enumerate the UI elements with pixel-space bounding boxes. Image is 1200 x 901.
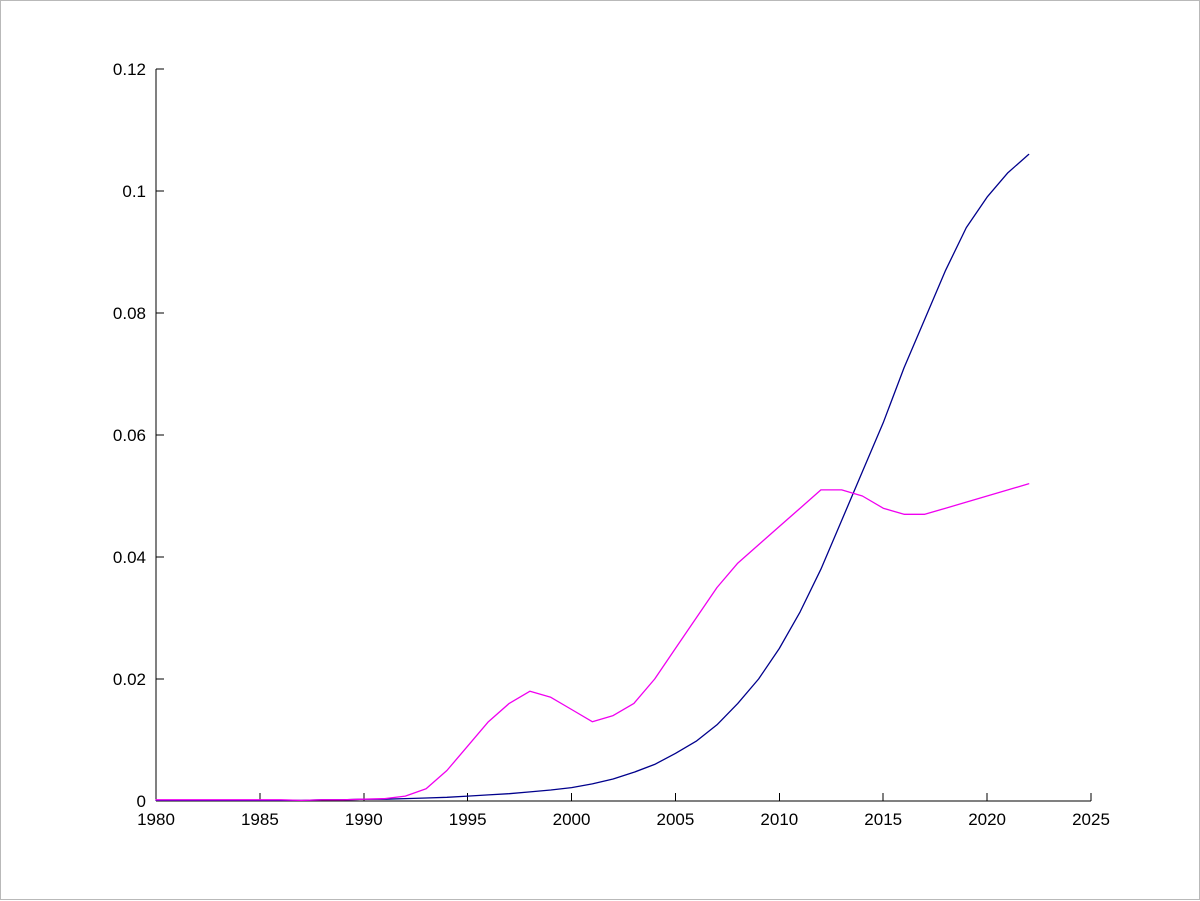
x-tick-label: 1980 xyxy=(137,810,175,829)
x-tick-label: 2010 xyxy=(760,810,798,829)
x-tick-label: 2025 xyxy=(1072,810,1110,829)
x-tick-label: 1990 xyxy=(345,810,383,829)
y-tick-label: 0 xyxy=(137,792,146,811)
x-tick-label: 2005 xyxy=(657,810,695,829)
y-tick-label: 0.02 xyxy=(113,670,146,689)
x-tick-label: 1995 xyxy=(449,810,487,829)
blue-series-line xyxy=(155,153,1030,802)
y-tick-label: 0.08 xyxy=(113,304,146,323)
x-tick-label: 2015 xyxy=(864,810,902,829)
y-tick-label: 0.12 xyxy=(113,60,146,79)
magenta-series-line xyxy=(155,483,1030,802)
x-tick-label: 2020 xyxy=(968,810,1006,829)
y-tick-label: 0.04 xyxy=(113,548,146,567)
x-tick-label: 1985 xyxy=(241,810,279,829)
x-tick-label: 2000 xyxy=(553,810,591,829)
y-tick-label: 0.1 xyxy=(122,182,146,201)
y-tick-label: 0.06 xyxy=(113,426,146,445)
